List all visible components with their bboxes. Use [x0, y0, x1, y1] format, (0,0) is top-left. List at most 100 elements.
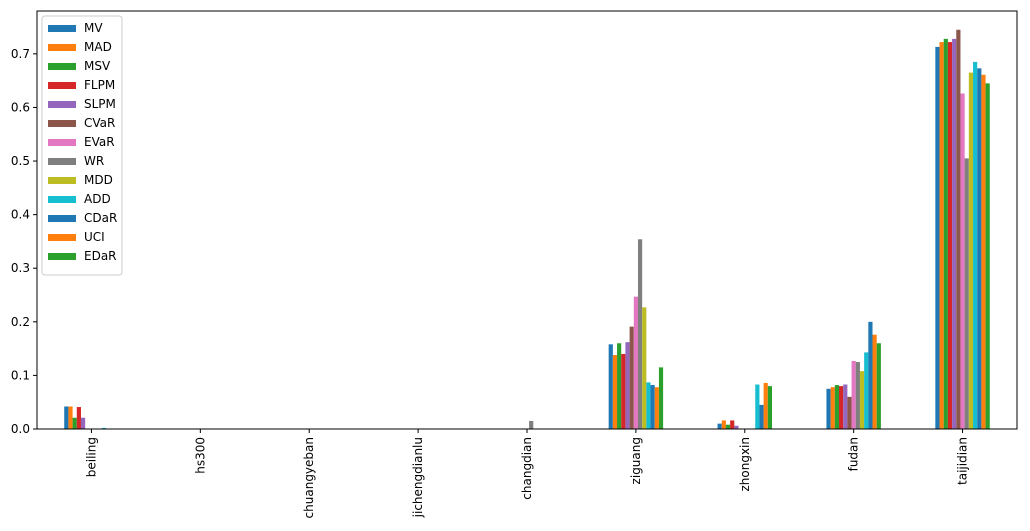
bar-FLPM-beiling	[76, 407, 81, 429]
y-tick-label: 0.6	[11, 100, 30, 114]
bar-MAD-ziguang	[612, 355, 618, 429]
bar-CDaR-taijidian	[977, 68, 982, 429]
bar-FLPM-ziguang	[621, 353, 626, 429]
legend-swatch-SLPM	[48, 101, 76, 108]
bar-ADD-zhongxin	[755, 384, 760, 429]
bar-FLPM-taijidian	[947, 42, 953, 429]
x-tick-label: ziguang	[629, 437, 643, 484]
bar-MSV-zhongxin	[725, 424, 731, 429]
bar-UCI-taijidian	[981, 74, 986, 430]
legend-swatch-MDD	[48, 177, 76, 184]
legend-label-MSV: MSV	[84, 59, 111, 73]
legend-label-MDD: MDD	[84, 173, 113, 187]
bar-UCI-zhongxin	[763, 382, 768, 429]
y-tick-label: 0.1	[11, 368, 30, 382]
y-tick-label: 0.7	[11, 47, 30, 61]
legend-swatch-FLPM	[48, 82, 76, 89]
bar-CVaR-ziguang	[629, 326, 634, 429]
bar-EVaR-fudan	[851, 360, 856, 429]
bar-SLPM-ziguang	[625, 342, 630, 429]
legend-swatch-MAD	[48, 44, 76, 51]
bar-EVaR-ziguang	[633, 296, 638, 429]
bar-WR-ziguang	[637, 239, 643, 429]
legend-swatch-MSV	[48, 63, 76, 70]
bar-CVaR-fudan	[847, 396, 852, 429]
legend-label-UCI: UCI	[84, 230, 105, 244]
bar-MV-ziguang	[608, 344, 613, 429]
y-tick-label: 0.2	[11, 315, 30, 329]
bar-ADD-ziguang	[646, 382, 651, 429]
bars-group	[64, 29, 990, 430]
bar-MAD-fudan	[830, 387, 835, 429]
bar-FLPM-zhongxin	[730, 420, 735, 429]
legend-box	[41, 15, 123, 276]
bar-MDD-ziguang	[642, 307, 647, 429]
bar-WR-taijidian	[964, 158, 969, 429]
legend-label-SLPM: SLPM	[84, 97, 116, 111]
legend-label-EVaR: EVaR	[84, 135, 115, 149]
bar-MV-fudan	[826, 388, 831, 429]
x-tick-label: fudan	[847, 437, 861, 471]
x-axis: beiling hs300 chuangyeban jichengdianlu chan…	[84, 429, 970, 518]
bar-UCI-fudan	[872, 334, 877, 429]
bar-MSV-beiling	[72, 417, 77, 429]
legend-label-MV: MV	[84, 21, 103, 35]
bar-MV-beiling	[64, 406, 69, 429]
bar-MV-taijidian	[935, 46, 940, 430]
bar-CDaR-ziguang	[650, 385, 655, 429]
bar-MAD-beiling	[68, 406, 73, 429]
bar-MSV-ziguang	[617, 343, 622, 429]
legend-label-EDaR: EDaR	[84, 249, 117, 263]
legend-swatch-EDaR	[48, 253, 76, 260]
legend-label-MAD: MAD	[84, 40, 112, 54]
y-tick-label: 0.5	[11, 154, 30, 168]
legend-swatch-CVaR	[48, 120, 76, 127]
bar-EVaR-taijidian	[960, 93, 965, 430]
bar-EDaR-zhongxin	[767, 386, 772, 429]
bar-MSV-fudan	[834, 385, 840, 429]
legend-label-FLPM: FLPM	[84, 78, 115, 92]
legend-swatch-CDaR	[48, 215, 76, 222]
bar-EDaR-taijidian	[985, 83, 990, 429]
bar-SLPM-zhongxin	[734, 425, 739, 429]
bar-CDaR-zhongxin	[759, 404, 764, 429]
legend-swatch-UCI	[48, 234, 76, 241]
bar-FLPM-fudan	[839, 386, 844, 429]
bar-SLPM-beiling	[80, 417, 86, 429]
bar-MV-zhongxin	[717, 423, 722, 429]
x-tick-label: hs300	[193, 437, 207, 474]
y-tick-label: 0.4	[11, 208, 30, 222]
legend-label-ADD: ADD	[84, 192, 111, 206]
legend-swatch-MV	[48, 25, 76, 32]
bar-MSV-taijidian	[943, 38, 948, 429]
bar-ADD-taijidian	[973, 61, 978, 430]
y-tick-label: 0.3	[11, 261, 30, 275]
bar-WR-changdian	[529, 420, 534, 429]
legend-label-CVaR: CVaR	[84, 116, 115, 130]
legend-label-WR: WR	[84, 154, 104, 168]
bar-CDaR-fudan	[868, 321, 873, 429]
y-tick-label: 0.0	[11, 422, 30, 436]
bar-MAD-zhongxin	[721, 420, 726, 429]
x-tick-label: beiling	[84, 437, 98, 477]
legend-swatch-ADD	[48, 196, 76, 203]
legend-swatch-EVaR	[48, 139, 76, 146]
bar-EDaR-fudan	[876, 343, 881, 429]
bar-SLPM-taijidian	[952, 38, 957, 429]
bar-MAD-taijidian	[939, 42, 944, 429]
bar-WR-fudan	[855, 362, 860, 429]
y-axis: 0.0 0.1 0.2 0.3 0.4 0.5 0.6 0.7	[11, 47, 37, 436]
bar-EDaR-ziguang	[658, 367, 664, 429]
bar-MDD-taijidian	[968, 72, 974, 429]
bar-ADD-fudan	[864, 352, 869, 429]
x-tick-label: taijidian	[956, 437, 970, 485]
bar-CVaR-taijidian	[956, 29, 961, 430]
x-tick-label: changdian	[520, 437, 534, 500]
x-tick-label: chuangyeban	[302, 437, 316, 518]
bar-SLPM-fudan	[843, 384, 848, 429]
x-tick-label: zhongxin	[738, 437, 752, 492]
bar-MDD-fudan	[859, 371, 865, 429]
x-tick-label: jichengdianlu	[411, 437, 425, 518]
legend-swatch-WR	[48, 158, 76, 165]
